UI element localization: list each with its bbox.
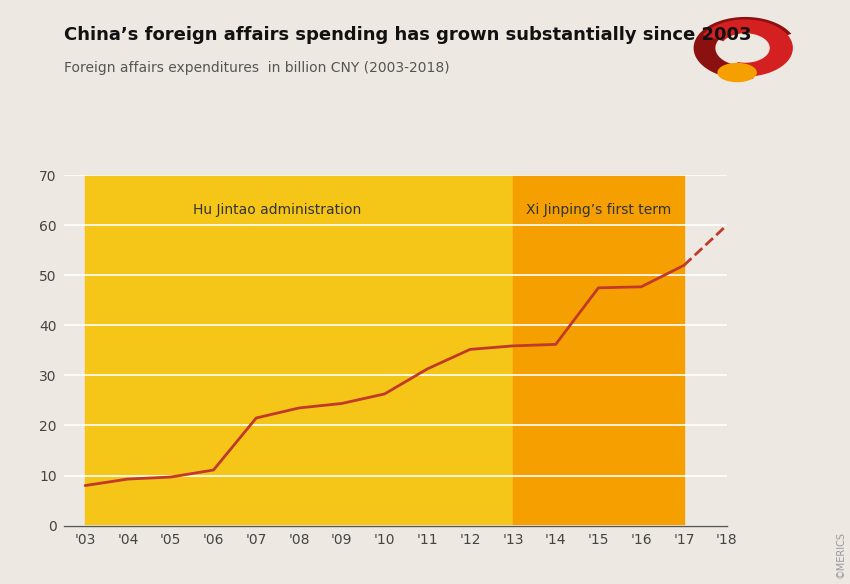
Text: China’s foreign affairs spending has grown substantially since 2003: China’s foreign affairs spending has gro… (64, 26, 751, 44)
Ellipse shape (718, 64, 756, 82)
Text: Hu Jintao administration: Hu Jintao administration (194, 203, 362, 217)
PathPatch shape (694, 17, 791, 79)
Text: ©MERICS: ©MERICS (836, 531, 846, 578)
Bar (513, 175, 684, 526)
Bar (85, 175, 513, 526)
Text: Foreign affairs expenditures  in billion CNY (2003-2018): Foreign affairs expenditures in billion … (64, 61, 450, 75)
Text: 2018
Budget: 2018 Budget (0, 583, 1, 584)
PathPatch shape (703, 19, 793, 77)
Text: Xi Jinping’s first term: Xi Jinping’s first term (526, 203, 671, 217)
